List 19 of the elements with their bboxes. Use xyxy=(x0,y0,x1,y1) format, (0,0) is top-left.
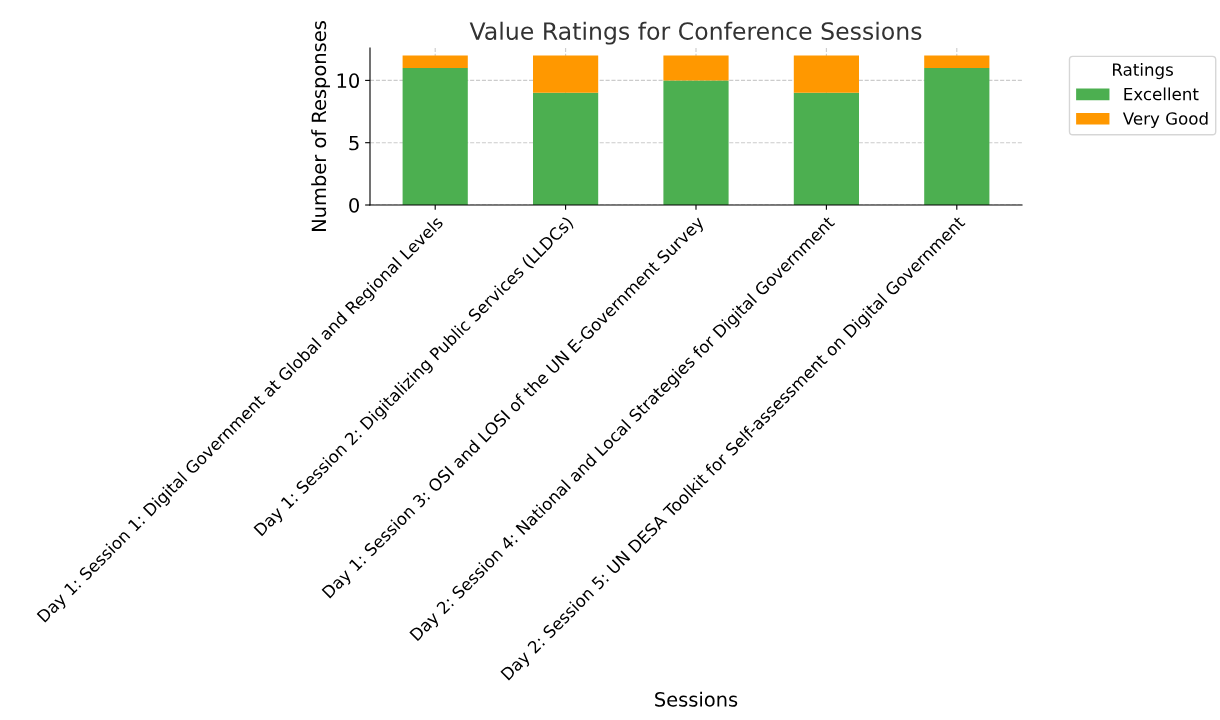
bar xyxy=(402,55,468,68)
chart-title: Value Ratings for Conference Sessions xyxy=(469,21,922,45)
legend-label: Excellent xyxy=(1124,87,1199,101)
legend-title: Ratings xyxy=(1113,63,1173,80)
bar xyxy=(663,80,729,205)
y-tick-label: 5 xyxy=(349,135,359,151)
bar xyxy=(402,67,468,205)
bar xyxy=(793,92,859,205)
bar xyxy=(533,55,599,93)
y-tick-label: 0 xyxy=(349,197,359,213)
legend-label: Very Good xyxy=(1122,111,1208,129)
y-tick-label: 10 xyxy=(337,73,359,89)
bar xyxy=(924,55,990,68)
bar xyxy=(793,55,859,93)
bar xyxy=(663,55,729,81)
bar xyxy=(924,67,990,205)
y-axis-title: Number of Responses xyxy=(311,21,330,231)
bar xyxy=(533,92,599,205)
x-axis-title: Sessions xyxy=(655,691,738,707)
